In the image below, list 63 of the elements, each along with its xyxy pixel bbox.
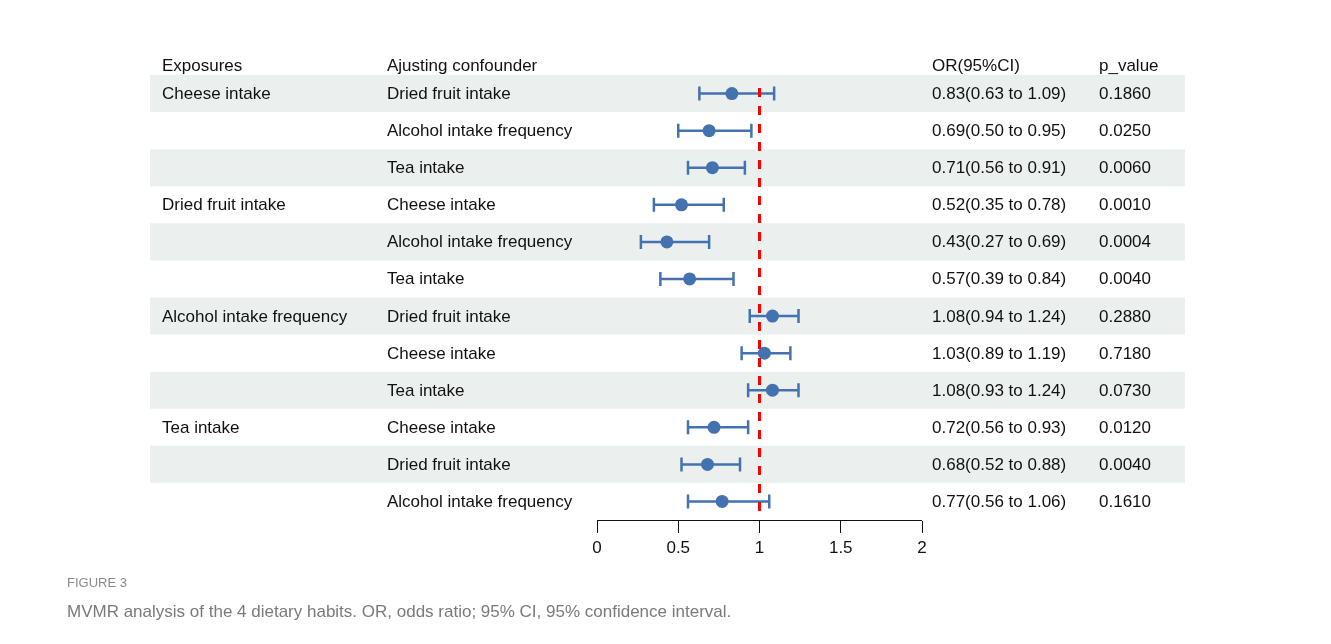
x-tick-label: 1.5: [828, 538, 853, 558]
x-tick-label: 0: [592, 538, 602, 558]
text: 0.7180: [1099, 344, 1151, 363]
y-tick-label: Cheese intake: [387, 344, 496, 363]
y-tick-label: Alcohol intake frequency: [387, 121, 573, 140]
x-tick-label: 2: [917, 538, 927, 558]
data-label: 0.57(0.39 to 0.84): [932, 269, 1067, 288]
text: Dried fruit intake: [162, 195, 286, 214]
text: 0.0060: [1099, 158, 1151, 177]
y-tick-label: Dried fruit intake: [387, 84, 511, 103]
point: [702, 124, 716, 138]
text: 0.0120: [1099, 418, 1151, 437]
y-tick-label: Dried fruit intake: [387, 307, 511, 326]
data-label: 1.08(0.93 to 1.24): [932, 381, 1067, 400]
y-tick-label: Tea intake: [387, 158, 465, 177]
text: OR(95%CI): [932, 56, 1020, 75]
data-label: 0.72(0.56 to 0.93): [932, 418, 1067, 437]
text: 0.0040: [1099, 455, 1151, 474]
y-tick-label: Cheese intake: [387, 195, 496, 214]
text: 0.0004: [1099, 232, 1151, 251]
y-tick-label: Alcohol intake frequency: [387, 492, 573, 511]
point: [766, 309, 779, 323]
data-label: 0.77(0.56 to 1.06): [932, 492, 1067, 511]
data-label: 0.68(0.52 to 0.88): [932, 455, 1067, 474]
text: Cheese intake: [162, 84, 271, 103]
text: 0.0040: [1099, 269, 1151, 288]
point: [701, 457, 714, 471]
text: 0.0730: [1099, 381, 1151, 400]
y-axis-title: Ajusting confounder: [387, 56, 538, 75]
y-tick-label: Cheese intake: [387, 418, 496, 437]
y-tick-label: Tea intake: [387, 269, 465, 288]
point: [683, 272, 697, 286]
text: 0.1860: [1099, 84, 1151, 103]
point: [707, 420, 721, 434]
x-tick-label: 0.5: [666, 538, 691, 558]
point: [705, 161, 719, 175]
data-label: 0.83(0.63 to 1.09): [932, 84, 1067, 103]
data-label: 0.71(0.56 to 0.91): [932, 158, 1067, 177]
y-tick-label: Dried fruit intake: [387, 455, 511, 474]
point: [766, 383, 779, 397]
text: Tea intake: [162, 418, 240, 437]
text: 0.1610: [1099, 492, 1151, 511]
text: p_value: [1099, 56, 1159, 75]
text: 0.0010: [1099, 195, 1151, 214]
text: Exposures: [162, 56, 243, 75]
data-label: 0.69(0.50 to 0.95): [932, 121, 1067, 140]
text: Alcohol intake frequency: [162, 307, 348, 326]
data-label: 0.43(0.27 to 0.69): [932, 232, 1067, 251]
point: [757, 346, 771, 360]
data-label: 0.52(0.35 to 0.78): [932, 195, 1067, 214]
point: [675, 198, 688, 212]
y-tick-label: Tea intake: [387, 381, 465, 400]
text: MVMR analysis of the 4 dietary habits. OR, odds ratio; 95% CI, 95% confidence interval.: [67, 602, 732, 621]
text: 0.0250: [1099, 121, 1151, 140]
data-label: 1.03(0.89 to 1.19): [932, 344, 1067, 363]
text: FIGURE 3: [67, 575, 127, 590]
data-label: 1.08(0.94 to 1.24): [932, 307, 1067, 326]
point: [660, 235, 674, 249]
point: [715, 494, 729, 508]
text: 0.2880: [1099, 307, 1151, 326]
x-tick-label: 1: [754, 538, 765, 558]
point: [725, 87, 739, 101]
y-tick-label: Alcohol intake frequency: [387, 232, 573, 251]
